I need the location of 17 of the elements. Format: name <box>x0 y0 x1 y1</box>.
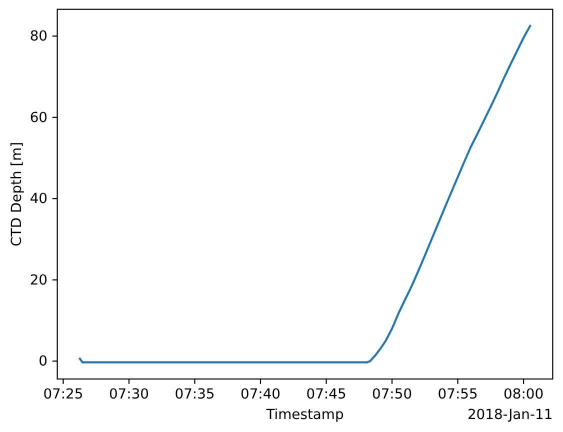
y-tick-label: 80 <box>30 28 48 45</box>
text: 2018-Jan-11 <box>467 407 553 423</box>
x-tick-label: 07:40 <box>240 386 281 403</box>
x-tick-label: 07:45 <box>306 386 346 403</box>
y-tick-label: 60 <box>30 110 48 126</box>
y-axis-title: CTD Depth [m] <box>9 142 25 246</box>
x-tick-label: 07:50 <box>372 386 412 403</box>
x-tick-label: 07:35 <box>174 386 215 403</box>
line-series <box>78 24 532 364</box>
x-tick-label: 07:30 <box>108 386 149 403</box>
y-tick-label: 0 <box>38 354 48 370</box>
x-axis-title: Timestamp <box>265 407 344 423</box>
x-tick-label: 07:25 <box>43 386 84 403</box>
x-tick-label: 08:00 <box>504 386 544 403</box>
y-tick-label: 40 <box>30 191 48 208</box>
x-tick-label: 07:55 <box>438 386 478 403</box>
y-tick-label: 20 <box>30 272 48 288</box>
